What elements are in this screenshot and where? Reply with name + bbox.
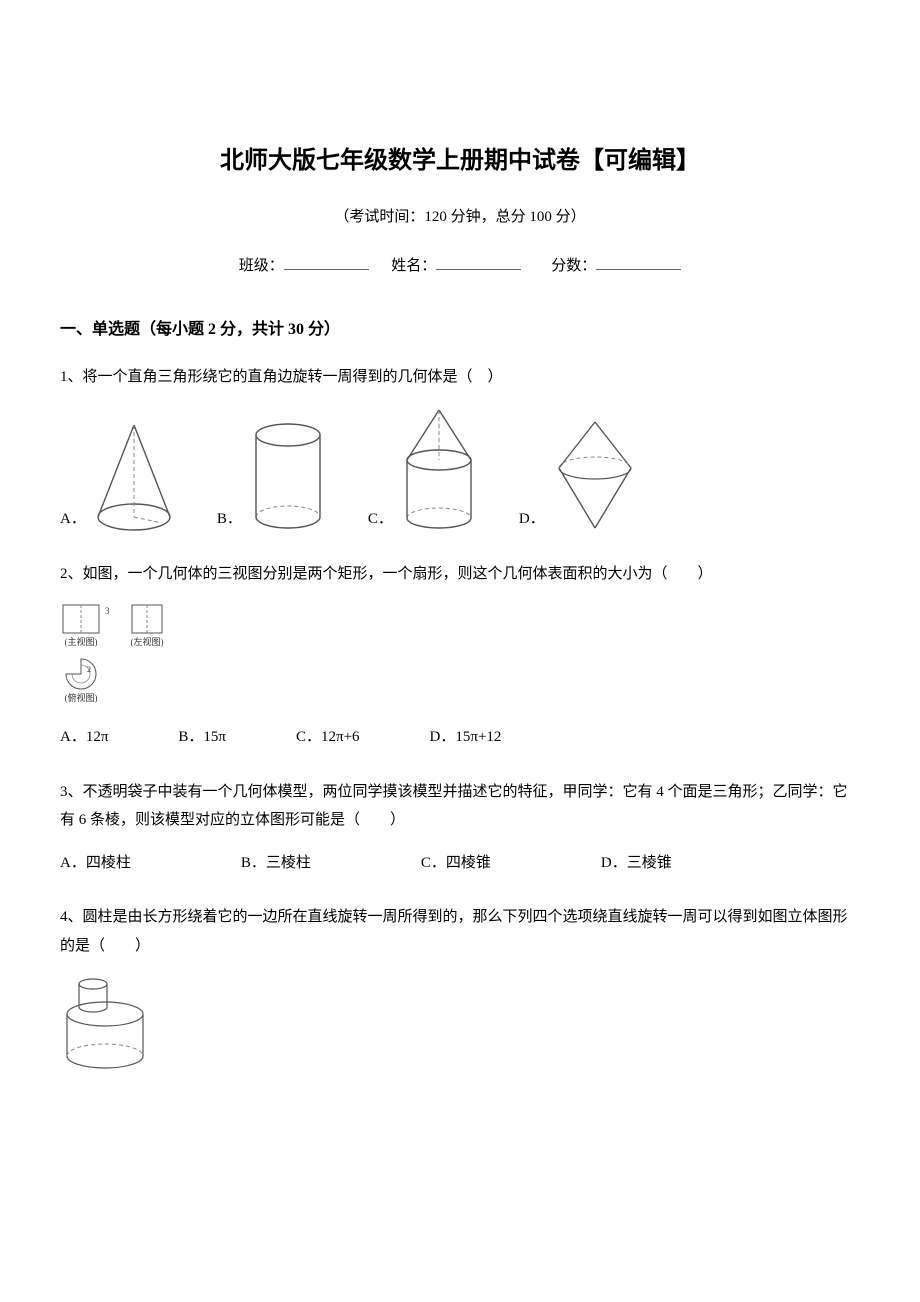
svg-text:(俯视图): (俯视图) [65,692,98,703]
q2-opt-c: C．12π+6 [296,723,360,752]
q2-opt-b: B．15π [178,723,226,752]
q1-opt-a-label: A． [60,505,86,534]
bicone-icon [551,416,639,534]
score-label: 分数： [551,258,596,274]
name-label: 姓名： [391,258,436,274]
q3-text: 3、不透明袋子中装有一个几何体模型，两位同学摸该模型并描述它的特征，甲同学：它有… [60,778,860,835]
q2-opt-d: D．15π+12 [430,723,502,752]
q3-opt-b: B．三棱柱 [241,849,311,878]
svg-text:(左视图): (左视图) [131,636,164,647]
question-3: 3、不透明袋子中装有一个几何体模型，两位同学摸该模型并描述它的特征，甲同学：它有… [60,778,860,878]
student-info-line: 班级： 姓名： 分数： [60,254,860,275]
score-blank[interactable] [596,255,681,270]
q1-opt-c: C． [368,406,479,534]
question-2: 2、如图，一个几何体的三视图分别是两个矩形，一个扇形，则这个几何体表面积的大小为… [60,560,860,752]
q2-options: A．12π B．15π C．12π+6 D．15π+12 [60,723,860,752]
svg-text:(主视图): (主视图) [65,636,98,647]
exam-info: （考试时间：120 分钟，总分 100 分） [60,205,860,226]
cone-on-cylinder-icon [399,406,479,534]
q1-opt-d: D． [519,416,639,534]
cylinder-icon [248,419,328,534]
svg-text:3: 3 [105,606,110,616]
q1-opt-b: B． [217,419,328,534]
q2-text: 2、如图，一个几何体的三视图分别是两个矩形，一个扇形，则这个几何体表面积的大小为… [60,560,860,589]
class-blank[interactable] [284,255,369,270]
question-1: 1、将一个直角三角形绕它的直角边旋转一周得到的几何体是（ ） A． B． [60,363,860,534]
q2-opt-a: A．12π [60,723,108,752]
cone-icon [92,419,177,534]
section-1-header: 一、单选题（每小题 2 分，共计 30 分） [60,315,860,339]
page-title: 北师大版七年级数学上册期中试卷【可编辑】 [60,140,860,175]
q3-opt-c: C．四棱锥 [421,849,491,878]
svg-text:2: 2 [87,665,91,674]
stacked-cylinders-icon [60,974,155,1074]
q1-text: 1、将一个直角三角形绕它的直角边旋转一周得到的几何体是（ ） [60,363,860,392]
name-blank[interactable] [436,255,521,270]
q1-opt-d-label: D． [519,505,545,534]
q3-options: A．四棱柱 B．三棱柱 C．四棱锥 D．三棱锥 [60,849,860,878]
q1-opt-a: A． [60,419,177,534]
q3-opt-d: D．三棱锥 [601,849,672,878]
q4-figure [60,974,860,1074]
question-4: 4、圆柱是由长方形绕着它的一边所在直线旋转一周所得到的，那么下列四个选项绕直线旋… [60,903,860,1074]
q1-opt-b-label: B． [217,505,242,534]
q3-opt-a: A．四棱柱 [60,849,131,878]
q4-text: 4、圆柱是由长方形绕着它的一边所在直线旋转一周所得到的，那么下列四个选项绕直线旋… [60,903,860,960]
q1-options: A． B． C． [60,406,860,534]
q1-opt-c-label: C． [368,505,393,534]
class-label: 班级： [239,258,284,274]
three-views-icon: 3 (主视图) (左视图) 2 (俯视图) [60,602,185,707]
q2-views: 3 (主视图) (左视图) 2 (俯视图) [60,602,860,707]
